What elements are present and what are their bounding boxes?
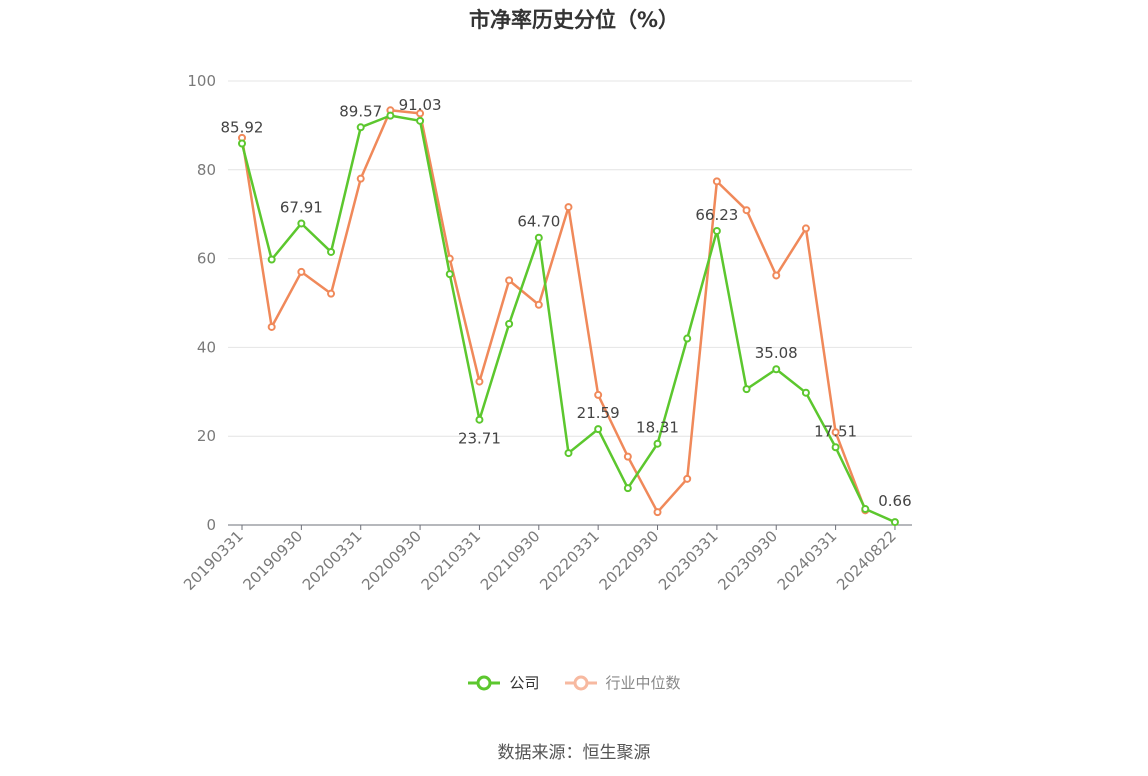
data-point-industry <box>416 109 425 118</box>
data-label: 64.70 <box>517 213 560 231</box>
legend-label-company: 公司 <box>509 674 540 692</box>
axis-layer: 0 20 40 60 80 100 2019033120190930202003312020… <box>180 72 912 594</box>
y-tick-label: 40 <box>197 338 216 356</box>
x-tick-label: 20200930 <box>358 527 425 594</box>
data-label: 18.31 <box>636 419 679 437</box>
data-source-note: 数据来源：恒生聚源 <box>497 743 651 763</box>
x-tick-label: 20210331 <box>418 527 485 594</box>
x-tick-label: 20200331 <box>299 527 366 594</box>
legend-item-company[interactable]: 公司 <box>467 672 540 693</box>
data-point-industry <box>594 390 603 399</box>
data-point-industry <box>564 203 573 212</box>
y-tick-label: 60 <box>197 250 216 268</box>
series-line-company <box>240 114 896 524</box>
data-point-industry <box>623 452 632 461</box>
data-point-company <box>445 270 454 279</box>
data-label: 35.08 <box>755 344 798 362</box>
data-point-industry <box>475 377 484 386</box>
data-point-company <box>327 247 336 256</box>
x-tick-label: 20240331 <box>774 527 841 594</box>
data-label: 66.23 <box>695 206 738 224</box>
data-point-company <box>238 139 246 148</box>
data-point-company <box>416 116 425 125</box>
grid-layer <box>228 80 912 437</box>
data-point-company <box>356 123 365 132</box>
data-point-industry <box>653 508 662 517</box>
series-line-industry <box>240 109 867 514</box>
x-tick-label: 20230331 <box>655 527 722 594</box>
data-label: 89.57 <box>339 102 382 120</box>
legend-line-company-icon <box>468 675 501 690</box>
data-point-industry <box>534 300 543 309</box>
x-tick-label: 20190930 <box>239 527 306 594</box>
data-label: 67.91 <box>280 198 323 216</box>
data-label: 17.51 <box>814 422 857 440</box>
data-point-company <box>772 365 781 374</box>
data-label: 23.71 <box>458 430 501 448</box>
data-point-industry <box>831 428 840 437</box>
data-point-industry <box>327 289 336 298</box>
label-layer: 85.92 67.91 89.57 91.03 23.71 64.70 21.59 18.31… <box>221 96 912 510</box>
data-point-industry <box>267 322 276 331</box>
data-label: 91.03 <box>399 96 442 114</box>
x-tick-label: 20230930 <box>714 527 781 594</box>
legend: 公司 行业中位数 <box>0 672 1148 693</box>
legend-label-industry: 行业中位数 <box>605 674 681 692</box>
data-point-company <box>534 233 543 242</box>
x-tick-label: 20210930 <box>477 527 544 594</box>
x-tick-label: 20220331 <box>536 527 603 594</box>
legend-item-industry[interactable]: 行业中位数 <box>564 672 681 693</box>
data-point-industry <box>742 206 751 215</box>
data-point-company <box>594 425 603 434</box>
data-point-company <box>475 415 484 424</box>
series-layer <box>238 106 899 527</box>
data-point-industry <box>712 177 721 186</box>
data-point-company <box>564 449 573 458</box>
data-point-industry <box>505 276 514 285</box>
data-point-company <box>890 518 899 527</box>
data-point-company <box>683 334 692 343</box>
data-point-company <box>623 484 632 493</box>
data-label: 85.92 <box>221 119 264 137</box>
data-point-company <box>297 219 306 228</box>
data-label: 21.59 <box>577 404 620 422</box>
data-point-company <box>386 111 395 120</box>
y-tick-label: 0 <box>206 516 216 534</box>
y-tick-label: 80 <box>197 161 216 179</box>
x-tick-label: 20190331 <box>180 527 247 594</box>
data-point-company <box>712 226 721 235</box>
data-point-industry <box>772 271 781 280</box>
data-point-company <box>653 439 662 448</box>
data-point-industry <box>356 174 365 183</box>
data-point-company <box>505 319 514 328</box>
data-point-company <box>267 255 276 264</box>
data-point-company <box>831 443 840 452</box>
data-point-industry <box>297 267 306 276</box>
data-label: 0.66 <box>878 492 911 510</box>
data-point-company <box>742 385 751 394</box>
data-point-industry <box>801 224 810 233</box>
legend-line-industry-icon <box>564 675 597 690</box>
x-tick-label: 20220930 <box>596 527 663 594</box>
data-point-company <box>861 505 870 514</box>
data-point-company <box>801 388 810 397</box>
x-tick-label: 20240822 <box>833 527 900 594</box>
data-point-industry <box>683 474 692 483</box>
y-tick-label: 100 <box>187 72 216 90</box>
y-tick-label: 20 <box>197 427 216 445</box>
chart-title: 市净率历史分位（%） <box>468 8 680 32</box>
